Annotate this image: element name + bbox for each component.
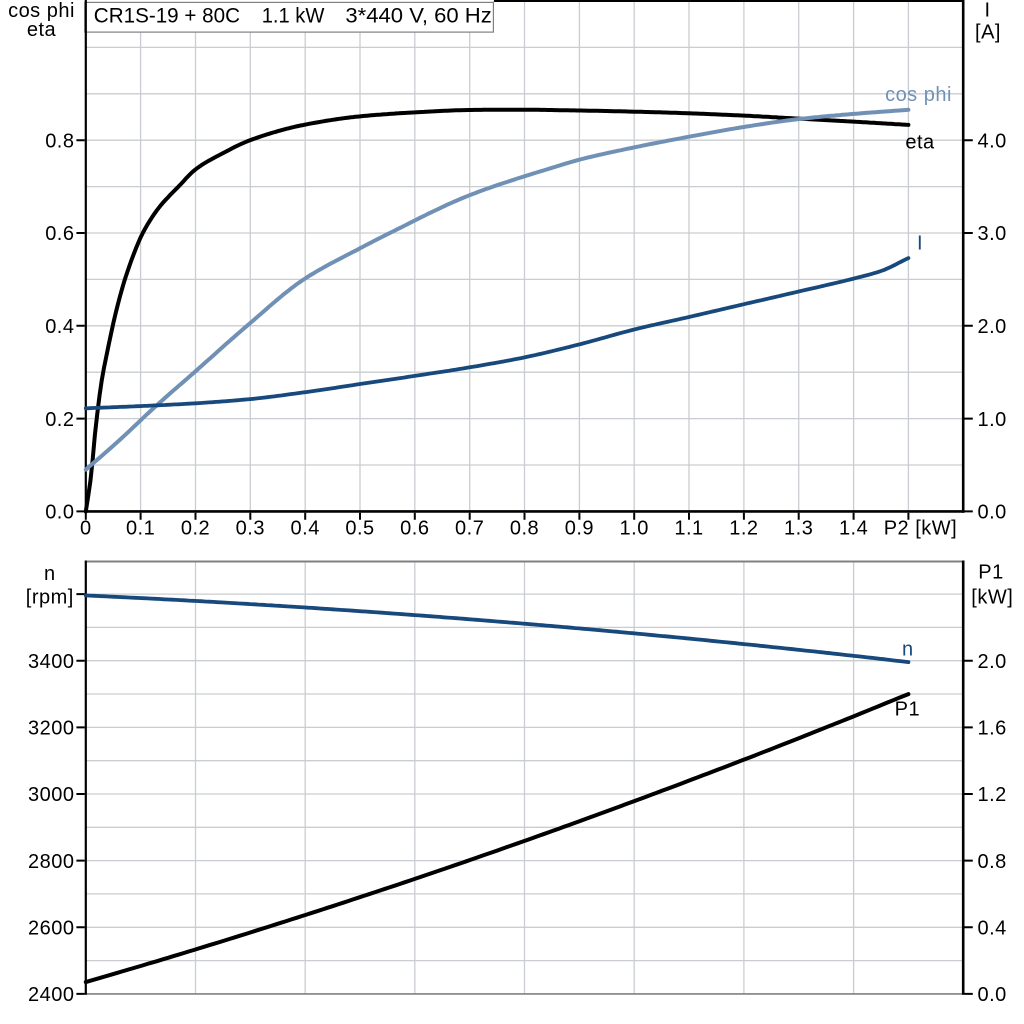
svg-text:0.4: 0.4 (978, 918, 1007, 940)
svg-text:0.2: 0.2 (181, 518, 210, 540)
svg-text:0.4: 0.4 (291, 518, 320, 540)
svg-text:P1: P1 (978, 562, 1003, 584)
svg-text:1.1: 1.1 (674, 518, 703, 540)
svg-text:0.9: 0.9 (565, 518, 594, 540)
svg-text:0.5: 0.5 (345, 518, 374, 540)
svg-text:2600: 2600 (28, 918, 75, 940)
svg-text:[rpm]: [rpm] (26, 587, 74, 609)
svg-text:cos phi: cos phi (8, 0, 75, 22)
svg-text:1.4: 1.4 (839, 518, 868, 540)
svg-text:0.8: 0.8 (978, 851, 1007, 873)
svg-text:1.2: 1.2 (729, 518, 758, 540)
svg-text:P2 [kW]: P2 [kW] (884, 518, 958, 540)
svg-text:P1: P1 (895, 699, 920, 721)
svg-text:3200: 3200 (28, 718, 75, 740)
svg-text:1.1 kW: 1.1 kW (262, 3, 325, 28)
svg-text:0.1: 0.1 (126, 518, 155, 540)
svg-text:0.3: 0.3 (236, 518, 265, 540)
svg-text:eta: eta (905, 132, 935, 154)
svg-text:0.4: 0.4 (45, 316, 74, 338)
svg-text:cos phi: cos phi (885, 84, 952, 106)
svg-text:2.0: 2.0 (978, 316, 1007, 338)
svg-text:2.0: 2.0 (978, 651, 1007, 673)
svg-text:eta: eta (27, 19, 57, 41)
svg-text:1.6: 1.6 (978, 718, 1007, 740)
svg-text:0.6: 0.6 (400, 518, 429, 540)
svg-text:3000: 3000 (28, 784, 75, 806)
svg-text:0.0: 0.0 (978, 502, 1007, 524)
svg-text:0.0: 0.0 (978, 984, 1007, 1006)
svg-text:3.0: 3.0 (978, 223, 1007, 245)
svg-text:0.8: 0.8 (510, 518, 539, 540)
svg-text:2400: 2400 (28, 984, 75, 1006)
svg-text:[kW]: [kW] (971, 587, 1013, 609)
svg-text:n: n (902, 638, 914, 660)
svg-text:I: I (917, 233, 923, 255)
svg-text:0.7: 0.7 (455, 518, 484, 540)
svg-text:[A]: [A] (975, 22, 1001, 44)
svg-text:0.2: 0.2 (45, 409, 74, 431)
svg-text:0.6: 0.6 (45, 223, 74, 245)
svg-text:n: n (44, 563, 56, 585)
svg-text:4.0: 4.0 (978, 130, 1007, 152)
svg-text:1.2: 1.2 (978, 784, 1007, 806)
svg-text:1.0: 1.0 (620, 518, 649, 540)
svg-text:3400: 3400 (28, 651, 75, 673)
svg-text:2800: 2800 (28, 851, 75, 873)
svg-text:1.3: 1.3 (784, 518, 813, 540)
svg-text:3*440 V, 60 Hz: 3*440 V, 60 Hz (345, 3, 491, 28)
svg-text:0: 0 (80, 518, 92, 540)
svg-text:0.8: 0.8 (45, 130, 74, 152)
svg-text:0.0: 0.0 (45, 502, 74, 524)
svg-text:1.0: 1.0 (978, 409, 1007, 431)
svg-text:I: I (984, 0, 990, 22)
svg-text:CR1S-19 + 80C: CR1S-19 + 80C (94, 3, 240, 28)
